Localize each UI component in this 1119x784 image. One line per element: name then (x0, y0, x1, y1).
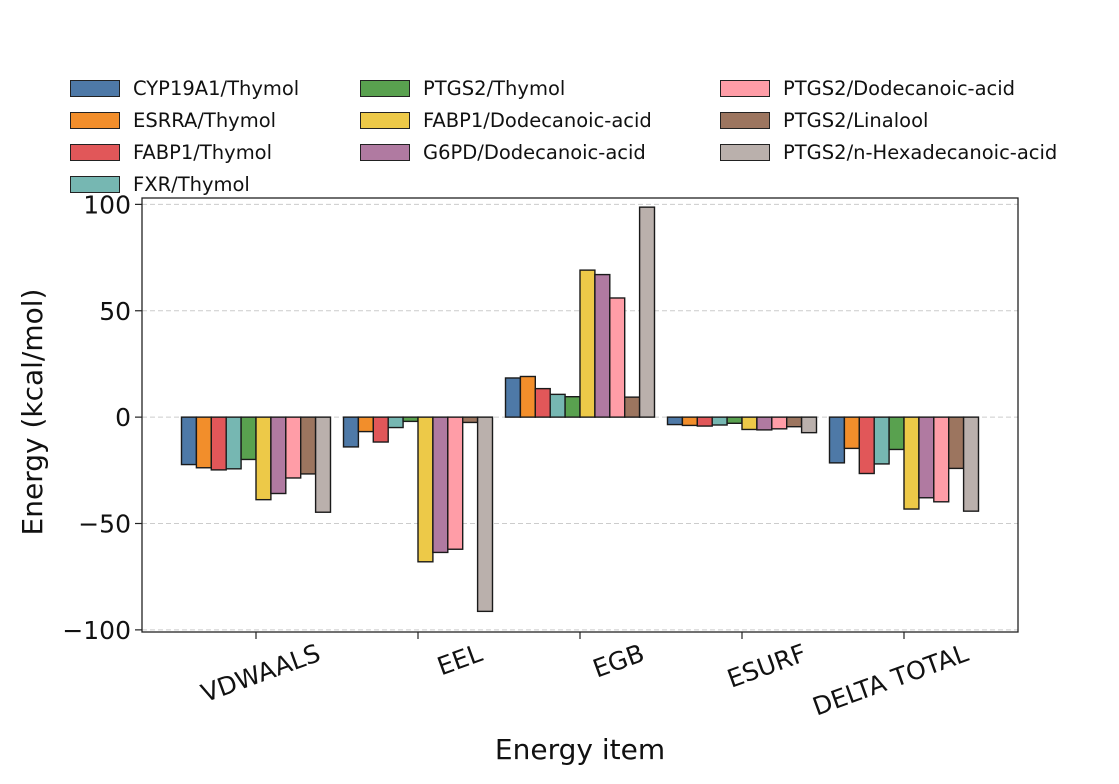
legend-swatch (70, 175, 120, 193)
legend-swatch (360, 143, 410, 161)
bar-esurf-ptgs2-linalool (786, 416, 803, 428)
x-tick-label: EEL (433, 638, 486, 681)
y-axis-label: Energy (kcal/mol) (16, 289, 49, 536)
bar-delta-total-fabp1-thymol (858, 416, 875, 475)
legend-swatch (720, 143, 770, 161)
y-tick-label: 0 (115, 403, 131, 432)
bar-vdwaals-g6pd-dodecanoic-acid (270, 416, 287, 495)
legend-swatch (360, 111, 410, 129)
legend-label: PTGS2/Linalool (783, 108, 929, 132)
y-axis: −100 −50 0 50 100 (62, 190, 142, 645)
bar-esurf-fabp1-thymol (696, 416, 713, 427)
legend-label: PTGS2/Thymol (423, 76, 566, 100)
bar-eel-fxr-thymol (387, 416, 404, 429)
bar-eel-esrra-thymol (357, 416, 374, 433)
bar-vdwaals-esrra-thymol (195, 416, 212, 469)
bar-delta-total-ptgs2-linalool (948, 416, 965, 470)
bar-esurf-ptgs2-n-hexadecanoic-acid (800, 416, 818, 434)
bar-eel-fabp1-dodecanoic-acid (417, 416, 434, 563)
bar-delta-total-g6pd-dodecanoic-acid (918, 416, 935, 499)
bar-vdwaals-fabp1-dodecanoic-acid (255, 416, 272, 501)
bar-egb-ptgs2-dodecanoic-acid (609, 297, 626, 418)
bar-esurf-fabp1-dodecanoic-acid (741, 416, 758, 431)
bar-egb-fabp1-thymol (534, 387, 551, 418)
bar-vdwaals-cyp19a1-thymol (180, 416, 198, 466)
x-tick-label: DELTA TOTAL (809, 638, 972, 721)
bar-vdwaals-ptgs2-dodecanoic-acid (285, 416, 302, 479)
bar-egb-esrra-thymol (519, 375, 537, 418)
bar-vdwaals-ptgs2-thymol (240, 416, 257, 461)
bar-vdwaals-ptgs2-linalool (300, 416, 317, 475)
bar-delta-total-fabp1-dodecanoic-acid (903, 416, 920, 510)
bar-eel-ptgs2-n-hexadecanoic-acid (476, 416, 494, 613)
legend-label: FXR/Thymol (133, 172, 250, 196)
legend-label: PTGS2/n-Hexadecanoic-acid (783, 140, 1058, 164)
x-tick-label: VDWAALS (197, 638, 324, 708)
legend-item: CYP19A1/Thymol (70, 76, 299, 100)
bar-esurf-esrra-thymol (681, 416, 699, 427)
x-tick-label: ESURF (723, 638, 810, 693)
legend-item: G6PD/Dodecanoic-acid (360, 140, 646, 164)
legend: CYP19A1/Thymol ESRRA/Thymol FABP1/Thymol FX… (70, 76, 1110, 196)
legend-swatch (720, 79, 770, 97)
bar-delta-total-esrra-thymol (843, 416, 861, 450)
bar-egb-ptgs2-thymol (564, 396, 581, 418)
bar-egb-fabp1-dodecanoic-acid (579, 269, 596, 418)
y-tick-label: 50 (99, 297, 131, 326)
bar-egb-ptgs2-n-hexadecanoic-acid (638, 206, 656, 418)
bar-eel-cyp19a1-thymol (342, 416, 360, 448)
bar-delta-total-ptgs2-dodecanoic-acid (933, 416, 950, 503)
x-axis-label: Energy item (495, 733, 665, 766)
bar-eel-ptgs2-thymol (402, 416, 419, 423)
bar-esurf-ptgs2-thymol (726, 416, 743, 424)
bar-vdwaals-fabp1-thymol (210, 416, 227, 471)
legend-label: PTGS2/Dodecanoic-acid (783, 76, 1016, 100)
bar-egb-cyp19a1-thymol (504, 377, 522, 418)
y-tick-label: −100 (62, 616, 131, 645)
bar-eel-fabp1-thymol (372, 416, 389, 443)
legend-label: FABP1/Dodecanoic-acid (423, 108, 652, 132)
bar-esurf-ptgs2-dodecanoic-acid (771, 416, 788, 430)
bar-vdwaals-ptgs2-n-hexadecanoic-acid (314, 416, 332, 513)
bar-delta-total-ptgs2-thymol (888, 416, 905, 451)
x-tick-label: EGB (589, 638, 648, 683)
y-tick-label: 100 (83, 190, 131, 219)
legend-item: FABP1/Thymol (70, 140, 272, 164)
legend-item: FXR/Thymol (70, 172, 250, 196)
legend-swatch (70, 143, 120, 161)
bar-esurf-cyp19a1-thymol (666, 416, 684, 426)
bars (180, 206, 980, 613)
legend-swatch (720, 111, 770, 129)
bar-eel-ptgs2-dodecanoic-acid (447, 416, 464, 550)
legend-item: PTGS2/n-Hexadecanoic-acid (720, 140, 1057, 164)
legend-item: PTGS2/Dodecanoic-acid (720, 76, 1015, 100)
bar-delta-total-fxr-thymol (873, 416, 890, 465)
y-tick-label: −50 (78, 510, 131, 539)
legend-swatch (360, 79, 410, 97)
legend-swatch (70, 111, 120, 129)
bar-delta-total-cyp19a1-thymol (828, 416, 846, 464)
legend-item: FABP1/Dodecanoic-acid (360, 108, 652, 132)
bar-egb-fxr-thymol (549, 393, 566, 418)
legend-swatch (70, 79, 120, 97)
bar-eel-g6pd-dodecanoic-acid (432, 416, 449, 554)
bar-egb-g6pd-dodecanoic-acid (594, 273, 611, 418)
legend-item: PTGS2/Linalool (720, 108, 928, 132)
legend-label: G6PD/Dodecanoic-acid (423, 140, 646, 164)
legend-item: PTGS2/Thymol (360, 76, 565, 100)
legend-label: FABP1/Thymol (133, 140, 273, 164)
bar-vdwaals-fxr-thymol (225, 416, 242, 470)
bar-esurf-fxr-thymol (711, 416, 728, 426)
bar-delta-total-ptgs2-n-hexadecanoic-acid (962, 416, 980, 512)
legend-label: ESRRA/Thymol (133, 108, 277, 132)
bar-egb-ptgs2-linalool (624, 396, 641, 418)
bar-esurf-g6pd-dodecanoic-acid (756, 416, 773, 431)
bar-eel-ptgs2-linalool (462, 416, 479, 424)
legend-item: ESRRA/Thymol (70, 108, 276, 132)
legend-label: CYP19A1/Thymol (133, 76, 300, 100)
